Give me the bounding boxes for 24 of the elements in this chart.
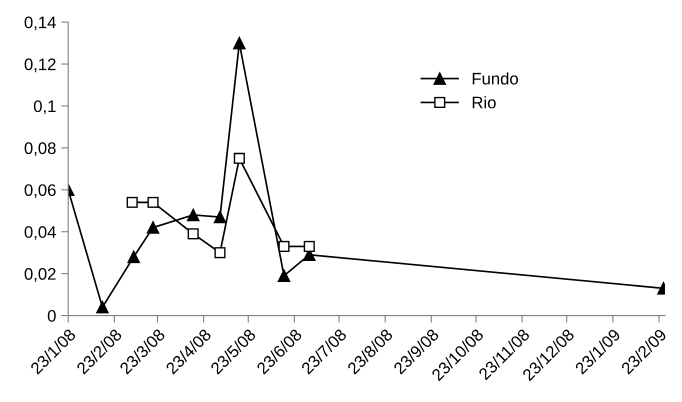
y-tick-label: 0,12: [24, 58, 56, 72]
point: [214, 210, 226, 224]
y-tick-label: 0,1: [34, 100, 56, 114]
y-tick-label: 0,08: [24, 142, 56, 156]
point: [278, 269, 290, 282]
point: [188, 228, 199, 240]
point: [214, 247, 226, 258]
legend-label: Rio: [472, 96, 496, 108]
y-tick-label: 0,06: [24, 184, 56, 198]
point: [126, 196, 138, 208]
point: [147, 196, 159, 208]
y-tick-label: 0,04: [24, 226, 56, 240]
point: [304, 240, 315, 252]
point: [278, 240, 290, 252]
point: [186, 208, 200, 222]
point: [127, 250, 140, 264]
y-tick-label: 0,14: [24, 16, 56, 30]
point: [234, 152, 245, 164]
legend-label: Fundo: [472, 72, 518, 85]
point: [96, 300, 109, 314]
point: [233, 36, 246, 50]
y-tick-label: 0,02: [24, 268, 56, 282]
point: [146, 221, 160, 234]
y-tick-label: 0: [48, 310, 56, 322]
